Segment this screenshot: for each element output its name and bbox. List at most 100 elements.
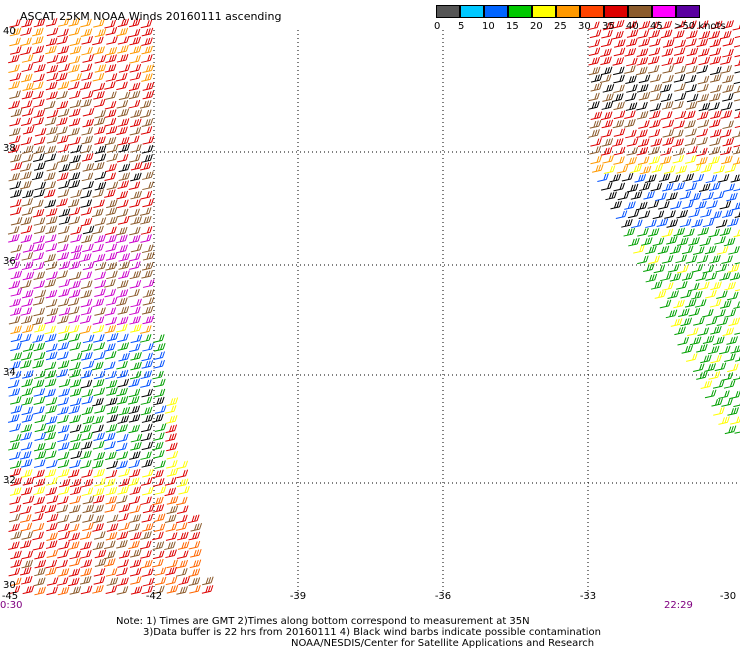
wind-barb <box>10 559 23 568</box>
wind-barb <box>190 522 203 532</box>
wind-barb <box>127 395 140 405</box>
wind-barb <box>681 245 694 255</box>
wind-barb <box>45 243 58 252</box>
wind-barb <box>45 567 57 576</box>
wind-barb <box>612 119 625 129</box>
wind-barb <box>70 189 83 199</box>
wind-barb <box>91 208 104 218</box>
wind-barb <box>128 459 141 469</box>
wind-barb <box>57 332 70 342</box>
wind-barb <box>10 325 22 335</box>
wind-barb <box>677 336 689 346</box>
wind-barb <box>164 514 177 523</box>
wind-barb <box>709 298 722 308</box>
wind-barb <box>56 72 68 82</box>
wind-barb <box>588 92 600 102</box>
wind-barb <box>176 514 188 524</box>
wind-barb <box>177 531 189 541</box>
wind-barb <box>201 585 214 594</box>
wind-barb <box>8 100 20 110</box>
wind-barb <box>58 388 71 397</box>
wind-barb <box>705 317 718 326</box>
wind-barb <box>613 146 626 156</box>
wind-barb <box>58 531 71 541</box>
colorbar-label: 30 <box>578 21 591 32</box>
wind-barb <box>142 296 155 306</box>
wind-barb <box>9 72 22 82</box>
wind-barb <box>116 316 129 326</box>
wind-barb <box>662 74 674 84</box>
wind-barb <box>613 182 626 192</box>
wind-barb <box>33 109 45 119</box>
wind-barb <box>80 28 93 38</box>
wind-barb <box>69 90 81 100</box>
wind-barb <box>683 228 695 238</box>
wind-barb <box>684 155 697 164</box>
wind-barb <box>68 216 81 225</box>
wind-barb <box>81 234 93 244</box>
wind-barb <box>670 200 682 210</box>
wind-barb <box>21 197 34 207</box>
wind-barb <box>660 272 672 282</box>
wind-barb <box>166 505 179 515</box>
wind-barb <box>20 234 33 244</box>
wind-barb <box>142 251 155 261</box>
wind-barb <box>707 345 720 355</box>
wind-barb <box>128 181 141 191</box>
wind-barb <box>33 478 46 487</box>
wind-barb <box>166 496 179 505</box>
colorbar-swatch <box>436 5 460 18</box>
wind-barb <box>626 84 638 93</box>
wind-barb <box>118 261 130 270</box>
wind-barb <box>105 379 118 389</box>
wind-barb <box>46 513 59 523</box>
colorbar-swatch <box>604 5 628 18</box>
wind-barb <box>82 504 95 514</box>
wind-barb <box>686 65 698 75</box>
wind-barb <box>69 369 81 378</box>
wind-barb <box>674 326 686 336</box>
wind-barb <box>685 128 697 137</box>
wind-barb <box>68 172 81 181</box>
wind-barb <box>8 80 20 90</box>
wind-barb <box>696 136 708 146</box>
wind-barb <box>70 144 82 154</box>
wind-barb <box>726 336 738 345</box>
wind-barb <box>723 237 736 247</box>
wind-barb <box>716 246 729 255</box>
wind-barb <box>94 234 106 244</box>
wind-barb <box>175 522 188 531</box>
wind-barb <box>21 18 33 28</box>
wind-barb <box>130 334 143 344</box>
wind-barb <box>673 73 686 83</box>
wind-barb <box>129 306 141 316</box>
wind-barb <box>92 72 105 82</box>
wind-barb <box>129 54 141 64</box>
wind-barb <box>636 57 649 66</box>
wind-barb <box>20 46 32 56</box>
wind-barb <box>57 341 70 351</box>
wind-barb <box>129 63 142 73</box>
wind-barb <box>9 90 21 99</box>
wind-barb <box>69 108 81 117</box>
wind-barb <box>130 190 142 200</box>
wind-barb <box>69 99 82 109</box>
wind-barb <box>674 39 686 49</box>
start-time-label: 0:30 <box>0 600 23 611</box>
wind-barb <box>9 117 21 127</box>
wind-barb <box>92 424 104 434</box>
wind-barb <box>9 460 22 469</box>
wind-barb <box>70 352 83 362</box>
wind-barb <box>56 35 68 45</box>
wind-barb <box>718 390 730 399</box>
wind-barb <box>67 541 80 550</box>
wind-barb <box>57 251 70 261</box>
wind-barb <box>80 459 92 469</box>
wind-barb <box>33 307 45 317</box>
wind-barb <box>46 477 58 486</box>
wind-barb <box>165 424 178 434</box>
wind-barb <box>116 244 128 254</box>
wind-barb <box>69 478 82 488</box>
wind-barb <box>636 101 648 111</box>
wind-barb <box>675 254 687 264</box>
